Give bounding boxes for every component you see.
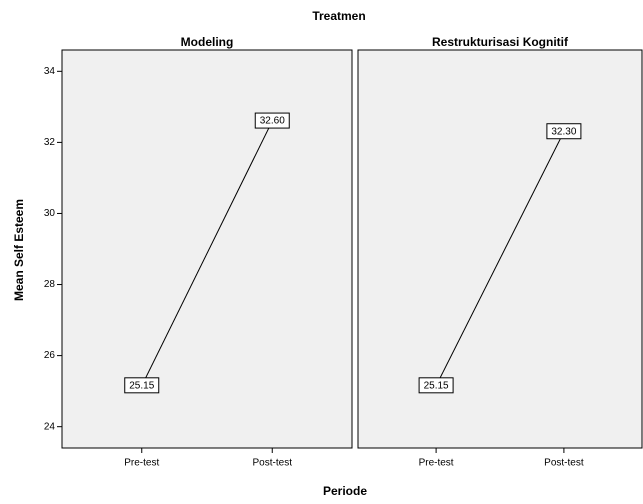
x-tick-label: Post-test	[544, 458, 584, 469]
y-tick-label: 34	[44, 66, 56, 77]
x-tick-label: Post-test	[253, 458, 293, 469]
x-tick-label: Pre-test	[419, 458, 454, 469]
value-label-box	[124, 377, 160, 394]
value-label: 32.60	[260, 116, 285, 127]
y-tick-label: 32	[44, 137, 56, 148]
x-axis-label: Periode	[323, 484, 367, 498]
panel-title: Modeling	[181, 35, 234, 49]
value-label-box	[546, 123, 582, 140]
y-tick-label: 28	[44, 279, 56, 290]
y-axis-label: Mean Self Esteem	[12, 199, 26, 301]
panel-title: Restrukturisasi Kognitif	[432, 35, 569, 49]
y-tick-label: 26	[44, 350, 56, 361]
panel	[61, 49, 353, 449]
line	[435, 131, 565, 387]
line	[141, 120, 273, 387]
y-tick-label: 24	[44, 421, 56, 432]
value-label: 25.15	[129, 380, 154, 391]
value-label-box	[254, 112, 290, 129]
value-label: 25.15	[424, 380, 449, 391]
y-tick-label: 30	[44, 208, 56, 219]
chart-title: Treatmen	[312, 9, 365, 23]
panel	[357, 49, 643, 449]
value-label-box	[418, 377, 454, 394]
x-tick-label: Pre-test	[124, 458, 159, 469]
value-label: 32.30	[551, 126, 576, 137]
